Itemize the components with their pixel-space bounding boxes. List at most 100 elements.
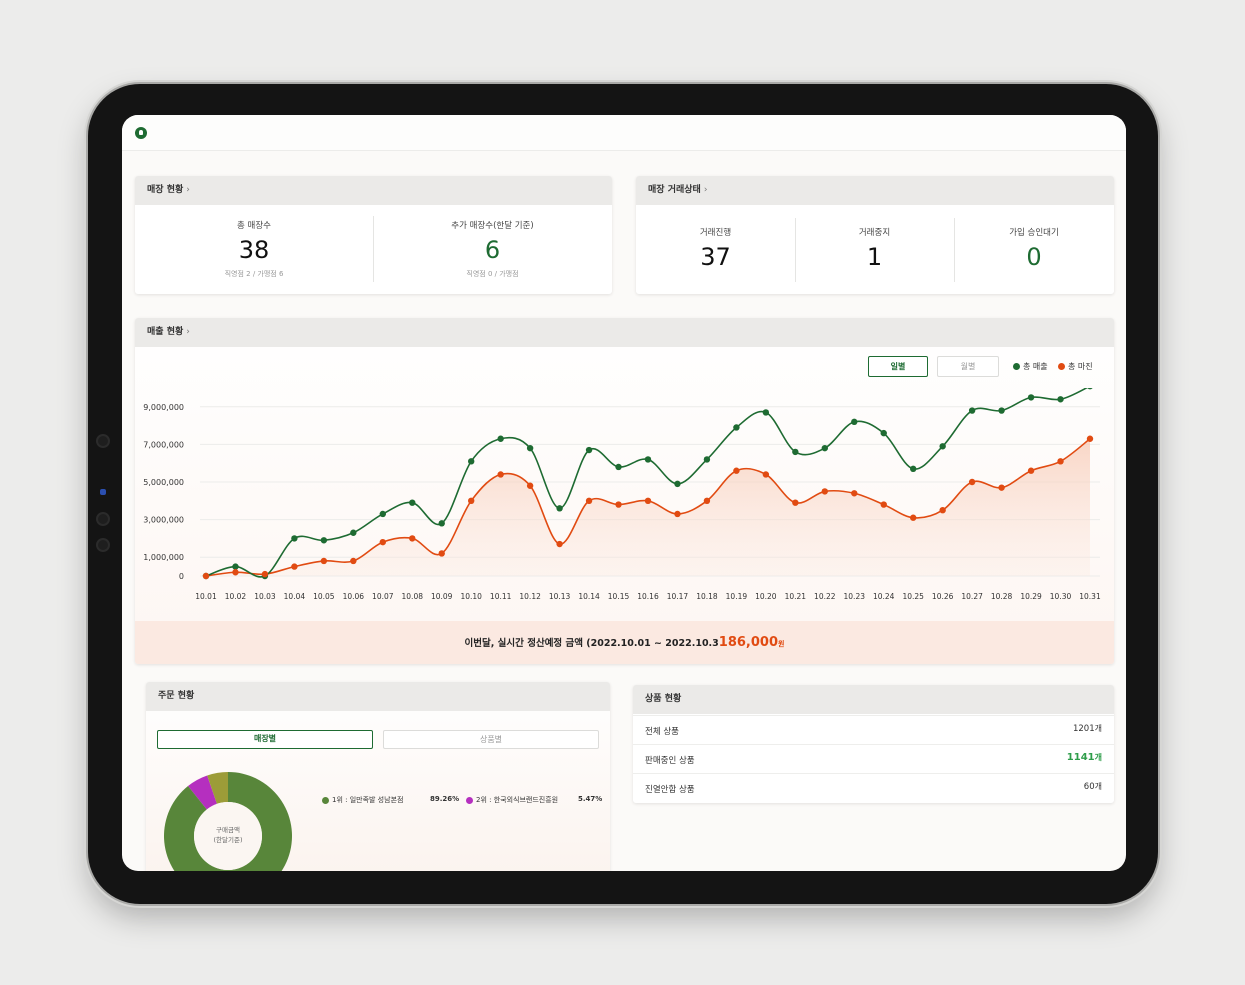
data-point <box>674 510 681 518</box>
data-point <box>792 448 799 456</box>
donut-slice[interactable] <box>207 772 228 804</box>
camera-icon <box>96 538 110 552</box>
divider <box>795 218 796 282</box>
data-point <box>762 471 770 478</box>
data-point <box>851 418 858 426</box>
total-stores-stat: 총 매장수 38 직영점 2 / 가맹점 6 <box>135 219 373 279</box>
y-tick-label: 3,000,000 <box>143 516 184 525</box>
data-point <box>232 563 239 570</box>
monthly-toggle-button[interactable]: 월별 <box>937 356 999 377</box>
product-row-selling[interactable]: 판매중인 상품 1141개 <box>633 744 1114 773</box>
row-number: 60 <box>1083 782 1095 792</box>
data-point <box>703 456 711 463</box>
donut-slice[interactable] <box>164 772 292 871</box>
orders-title: 주문 현황 <box>158 691 195 701</box>
orders-card: 주문 현황 매장별 상품별 구매금액 (한달기준) 1위 : 일만족발 성남본점… <box>146 682 610 871</box>
stat-label: 거래진행 <box>699 228 732 238</box>
data-point <box>232 569 239 576</box>
data-point <box>291 563 298 570</box>
data-point <box>644 497 652 504</box>
x-tick-label: 10.29 <box>1020 592 1042 601</box>
data-point <box>261 570 269 578</box>
order-pct-2: 5.47% <box>578 795 603 803</box>
x-tick-label: 10.02 <box>225 592 247 601</box>
data-point <box>939 507 946 514</box>
data-point <box>468 497 475 504</box>
x-tick-label: 10.12 <box>519 592 541 601</box>
data-point <box>379 538 386 546</box>
data-point <box>497 435 504 442</box>
product-row-total[interactable]: 전체 상품 1201개 <box>633 715 1114 744</box>
donut-slice[interactable] <box>188 775 217 810</box>
x-tick-label: 10.15 <box>608 592 630 601</box>
brand-logo-icon[interactable] <box>135 127 147 139</box>
x-tick-label: 10.23 <box>844 592 866 601</box>
trade-status-title: 매장 거래상태 <box>648 185 701 195</box>
tab-by-product[interactable]: 상품별 <box>383 730 599 749</box>
x-tick-label: 10.16 <box>637 592 659 601</box>
stat-sub: 직영점 0 / 가맹점 <box>466 270 519 278</box>
products-header: 상품 현황 <box>633 685 1114 714</box>
data-point <box>526 482 534 489</box>
legend-revenue: 총 매출 <box>1013 361 1048 372</box>
data-point <box>556 505 563 512</box>
x-tick-label: 10.19 <box>726 592 748 601</box>
data-point <box>1057 396 1064 403</box>
x-tick-label: 10.01 <box>195 592 217 601</box>
row-value: 1141개 <box>1067 752 1102 763</box>
data-point <box>291 535 298 542</box>
data-point <box>379 510 386 518</box>
sales-header[interactable]: 매출 현황 › <box>135 318 1114 347</box>
product-row-hidden[interactable]: 진열안함 상품 60개 <box>633 773 1114 802</box>
orders-header: 주문 현황 <box>146 682 610 711</box>
daily-toggle-button[interactable]: 일별 <box>868 356 928 377</box>
trade-status-header[interactable]: 매장 거래상태 › <box>636 176 1114 205</box>
x-tick-label: 10.25 <box>902 592 924 601</box>
x-tick-label: 10.09 <box>431 592 453 601</box>
x-tick-label: 10.07 <box>372 592 394 601</box>
tab-by-store[interactable]: 매장별 <box>157 730 373 749</box>
sales-card: 매출 현황 › 일별 월별 총 매출 총 마진 0 1,000,000 3,000,0… <box>135 318 1114 664</box>
top-bar <box>122 115 1126 151</box>
stat-label: 추가 매장수(한달 기준) <box>451 221 534 231</box>
data-point <box>585 497 593 504</box>
store-status-title: 매장 현황 <box>147 185 184 195</box>
data-point <box>821 488 828 495</box>
y-tick-label: 9,000,000 <box>143 403 184 412</box>
row-label: 전체 상품 <box>645 727 679 737</box>
x-tick-label: 10.04 <box>284 592 306 601</box>
settlement-text: 이번달, 실시간 정산예정 금액 (2022.10.01 ~ 2022.10.3 <box>464 638 719 649</box>
x-tick-label: 10.10 <box>460 592 482 601</box>
stat-value: 1 <box>866 243 883 271</box>
legend-label: 총 매출 <box>1023 362 1048 371</box>
x-tick-label: 10.13 <box>549 592 571 601</box>
data-point <box>644 456 652 463</box>
data-point <box>350 557 357 565</box>
data-point <box>880 501 887 508</box>
data-point <box>880 429 887 437</box>
divider <box>373 216 374 282</box>
stat-value: 6 <box>484 236 501 264</box>
stat-value: 0 <box>1026 243 1042 271</box>
settlement-banner: 이번달, 실시간 정산예정 금액 (2022.10.01 ~ 2022.10.3… <box>135 621 1114 664</box>
data-point <box>615 501 622 508</box>
x-tick-label: 10.21 <box>785 592 807 601</box>
data-point <box>202 572 210 580</box>
data-point <box>762 409 770 416</box>
store-status-header[interactable]: 매장 현황 › <box>135 176 612 205</box>
data-point <box>350 529 357 536</box>
x-tick-label: 10.18 <box>696 592 718 601</box>
row-unit: 개 <box>1094 724 1102 733</box>
trade-ongoing-stat: 거래진행 37 <box>636 226 795 270</box>
data-point <box>998 484 1005 491</box>
settlement-amount: 186,000 <box>718 635 778 650</box>
x-tick-label: 10.17 <box>667 592 689 601</box>
x-tick-label: 10.27 <box>961 592 983 601</box>
data-point <box>968 478 976 486</box>
x-tick-label: 10.08 <box>402 592 424 601</box>
x-tick-label: 10.28 <box>991 592 1013 601</box>
row-label: 진열안함 상품 <box>645 785 695 795</box>
chevron-right-icon: › <box>186 327 190 337</box>
products-card: 상품 현황 전체 상품 1201개 판매중인 상품 1141개 진열안함 상품 … <box>633 685 1114 803</box>
row-value: 1201개 <box>1073 723 1102 734</box>
